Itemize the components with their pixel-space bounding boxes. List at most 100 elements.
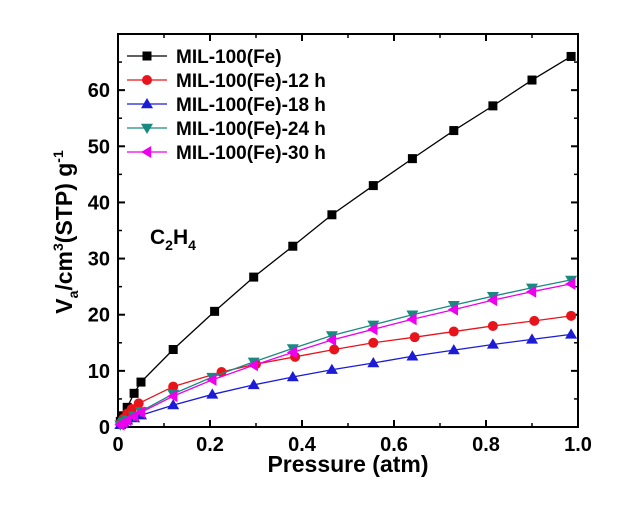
data-point <box>168 381 179 392</box>
data-point <box>325 331 338 342</box>
x-tick-label: 0.6 <box>380 434 408 456</box>
legend-label: MIL-100(Fe)-24 h <box>176 119 326 140</box>
data-point <box>486 338 499 349</box>
legend-label: MIL-100(Fe) <box>176 47 282 68</box>
data-point <box>210 306 220 316</box>
gas-annotation-sub2: 4 <box>188 237 196 253</box>
y-tick-label: 0 <box>99 417 110 439</box>
data-point <box>407 154 417 164</box>
data-point <box>449 126 459 136</box>
data-point <box>206 388 219 399</box>
data-point <box>167 399 180 410</box>
data-point <box>126 404 137 415</box>
data-point <box>167 390 178 403</box>
x-tick-label: 0.8 <box>472 434 500 456</box>
data-point <box>367 323 378 336</box>
data-point <box>448 326 459 337</box>
legend-label: MIL-100(Fe)-30 h <box>176 143 326 164</box>
data-point <box>526 285 537 298</box>
data-point <box>329 344 340 355</box>
x-tick-labels: 0 0.2 0.4 0.6 0.8 1.0 <box>112 434 591 456</box>
x-tick-label: 0.4 <box>288 434 317 456</box>
data-point <box>247 378 260 390</box>
y-tick-label: 60 <box>88 80 110 102</box>
data-point <box>288 241 298 251</box>
series-5 <box>114 277 576 431</box>
y-axis-title-rest: (STP) g <box>51 163 77 244</box>
data-point <box>406 313 417 326</box>
series-2 <box>115 310 577 429</box>
data-point <box>447 344 460 355</box>
x-axis-title: Pressure (atm) <box>267 451 428 477</box>
data-point <box>249 272 259 282</box>
data-point <box>129 388 139 398</box>
data-point <box>406 350 419 361</box>
y-tick-label: 10 <box>88 361 110 383</box>
data-point <box>527 75 537 85</box>
data-point <box>565 328 578 339</box>
series-line <box>119 55 572 422</box>
data-point <box>135 406 146 419</box>
data-point <box>121 414 132 427</box>
data-point <box>566 310 577 321</box>
data-point <box>367 320 380 331</box>
legend-label: MIL-100(Fe)-18 h <box>176 95 326 116</box>
series-4 <box>114 275 578 431</box>
axis-ticks <box>117 34 579 428</box>
data-point <box>367 356 380 368</box>
legend: MIL-100(Fe) MIL-100(Fe)-12 h MIL-100(Fe)-1… <box>127 47 326 164</box>
data-point <box>368 181 378 191</box>
legend-marker <box>141 146 152 158</box>
legend-label: MIL-100(Fe)-12 h <box>176 71 326 92</box>
legend-marker <box>142 51 152 61</box>
legend-item: MIL-100(Fe)-12 h <box>127 71 326 92</box>
legend-item: MIL-100(Fe) <box>127 47 282 68</box>
y-axis-title: Va/cm3(STP) g-1 <box>50 150 81 314</box>
y-axis-title-mid: /cm <box>51 251 77 291</box>
y-axis-title-sub: a <box>65 290 81 298</box>
data-point <box>529 315 540 326</box>
data-point <box>247 359 258 372</box>
data-point <box>406 310 419 321</box>
data-point <box>327 210 337 220</box>
data-point <box>325 333 337 346</box>
gas-annotation-mid: H <box>173 226 188 249</box>
x-tick-label: 0 <box>112 434 123 456</box>
data-point <box>447 303 458 316</box>
data-point <box>487 320 498 331</box>
y-tick-label: 20 <box>88 305 110 327</box>
gas-annotation-sub1: 2 <box>165 237 173 253</box>
y-axis-title-v: V <box>51 298 77 314</box>
y-tick-labels: 0 10 20 30 40 50 60 <box>88 80 110 439</box>
series-line <box>119 283 572 426</box>
series-3 <box>114 328 578 429</box>
data-point <box>206 373 217 386</box>
series-layer <box>114 51 578 431</box>
data-point <box>286 346 297 359</box>
x-tick-label: 0.2 <box>196 434 224 456</box>
gas-annotation: C2H4 <box>150 226 196 253</box>
data-point <box>526 333 538 344</box>
data-point <box>409 332 420 343</box>
y-axis-title-sup: 3 <box>50 243 66 251</box>
y-tick-label: 40 <box>88 192 110 214</box>
data-point <box>133 398 144 409</box>
legend-marker <box>141 98 153 109</box>
data-point <box>128 410 139 423</box>
legend-marker <box>142 75 152 85</box>
legend-item: MIL-100(Fe)-30 h <box>127 143 326 164</box>
gas-annotation-base: C <box>150 226 165 249</box>
data-point <box>447 300 460 312</box>
legend-item: MIL-100(Fe)-18 h <box>127 95 326 116</box>
data-point <box>565 277 576 290</box>
data-point <box>566 51 576 61</box>
data-point <box>368 337 379 348</box>
legend-marker <box>141 123 153 134</box>
y-tick-label: 30 <box>88 249 110 271</box>
data-point <box>286 371 299 382</box>
data-point <box>488 101 498 111</box>
y-tick-label: 50 <box>88 136 110 158</box>
y-axis-title-sup2: -1 <box>50 150 66 163</box>
x-tick-label: 1.0 <box>564 434 592 456</box>
